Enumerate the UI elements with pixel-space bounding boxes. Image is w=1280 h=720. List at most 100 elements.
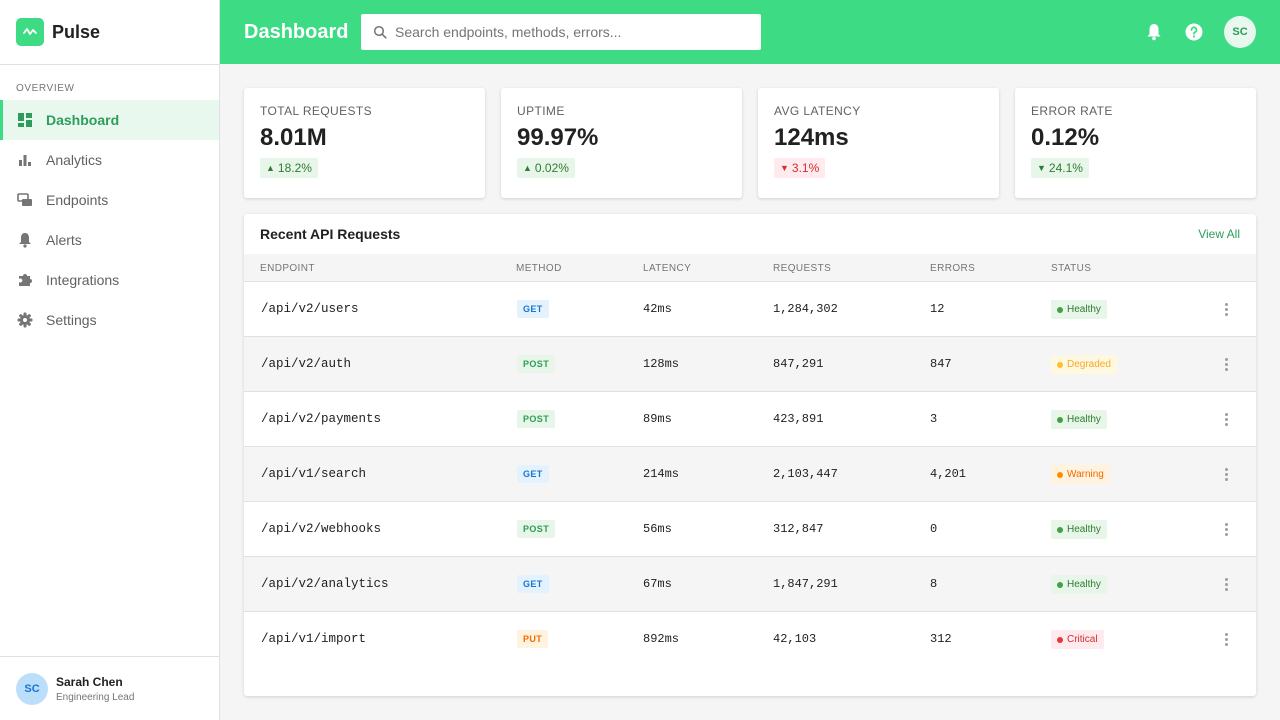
latency-cell: 56ms bbox=[643, 522, 672, 536]
requests-cell: 312,847 bbox=[773, 522, 824, 536]
stat-label: UPTIME bbox=[517, 104, 565, 118]
status-label: Healthy bbox=[1067, 414, 1101, 425]
row-more-menu-icon[interactable] bbox=[1218, 630, 1234, 648]
status-dot-icon bbox=[1057, 581, 1063, 588]
row-more-menu-icon[interactable] bbox=[1218, 520, 1234, 538]
latency-cell: 42ms bbox=[643, 302, 672, 316]
search-icon bbox=[373, 25, 387, 39]
stat-value: 0.12% bbox=[1031, 124, 1100, 151]
requests-cell: 1,847,291 bbox=[773, 577, 838, 591]
column-header-method[interactable]: METHOD bbox=[516, 263, 562, 274]
recent-requests-table: Recent API Requests View All ENDPOINT ME… bbox=[244, 214, 1256, 696]
column-header-requests[interactable]: REQUESTS bbox=[773, 263, 832, 274]
sidebar-item-label: Integrations bbox=[46, 272, 120, 288]
stat-change-value: 3.1% bbox=[791, 161, 820, 175]
search-input[interactable] bbox=[395, 24, 735, 40]
status-badge: Healthy bbox=[1051, 410, 1107, 429]
sidebar-item-analytics[interactable]: Analytics bbox=[0, 140, 219, 180]
status-label: Healthy bbox=[1067, 304, 1101, 315]
table-row[interactable]: /api/v2/auth POST 128ms 847,291 847 Degr… bbox=[244, 337, 1256, 392]
user-info: Sarah Chen Engineering Lead bbox=[56, 675, 134, 703]
latency-cell: 89ms bbox=[643, 412, 672, 426]
table-row[interactable]: /api/v2/webhooks POST 56ms 312,847 0 Hea… bbox=[244, 502, 1256, 557]
notifications-bell-icon[interactable] bbox=[1144, 22, 1164, 42]
table-row[interactable]: /api/v1/import PUT 892ms 42,103 312 Crit… bbox=[244, 612, 1256, 667]
stat-card-uptime: UPTIME 99.97% ▲ 0.02% bbox=[501, 88, 742, 198]
sidebar-item-settings[interactable]: Settings bbox=[0, 300, 219, 340]
row-more-menu-icon[interactable] bbox=[1218, 465, 1234, 483]
row-more-menu-icon[interactable] bbox=[1218, 410, 1234, 428]
column-header-endpoint[interactable]: ENDPOINT bbox=[260, 263, 315, 274]
row-more-menu-icon[interactable] bbox=[1218, 575, 1234, 593]
table-row[interactable]: /api/v2/analytics GET 67ms 1,847,291 8 H… bbox=[244, 557, 1256, 612]
method-badge: POST bbox=[517, 520, 556, 538]
user-profile[interactable]: SC Sarah Chen Engineering Lead bbox=[0, 656, 219, 720]
search-box[interactable] bbox=[361, 14, 761, 50]
table-row[interactable]: /api/v2/users GET 42ms 1,284,302 12 Heal… bbox=[244, 282, 1256, 337]
nav-section-label: OVERVIEW bbox=[16, 83, 75, 94]
sidebar-item-endpoints[interactable]: Endpoints bbox=[0, 180, 219, 220]
arrow-up-icon: ▲ bbox=[523, 163, 532, 173]
errors-cell: 3 bbox=[930, 412, 938, 426]
column-header-latency[interactable]: LATENCY bbox=[643, 263, 692, 274]
stat-label: ERROR RATE bbox=[1031, 104, 1113, 118]
errors-cell: 8 bbox=[930, 577, 938, 591]
user-name: Sarah Chen bbox=[56, 674, 123, 689]
page-title: Dashboard bbox=[244, 20, 349, 43]
endpoint-cell: /api/v1/search bbox=[261, 467, 367, 481]
sidebar: Pulse OVERVIEW Dashboard Analytics Endpo… bbox=[0, 0, 220, 720]
method-badge: GET bbox=[517, 300, 549, 318]
bar-chart-icon bbox=[16, 151, 34, 169]
status-badge: Critical bbox=[1051, 630, 1104, 649]
column-header-errors[interactable]: ERRORS bbox=[930, 263, 976, 274]
errors-cell: 847 bbox=[930, 357, 952, 371]
endpoints-icon bbox=[16, 191, 34, 209]
errors-cell: 312 bbox=[930, 632, 952, 646]
status-label: Healthy bbox=[1067, 524, 1101, 535]
pulse-logo-icon bbox=[16, 18, 44, 46]
status-label: Critical bbox=[1067, 634, 1098, 645]
status-dot-icon bbox=[1057, 361, 1063, 368]
stat-value: 8.01M bbox=[260, 124, 327, 151]
stat-change-badge: ▲ 0.02% bbox=[517, 158, 575, 178]
status-label: Warning bbox=[1067, 469, 1104, 480]
stat-card-avg-latency: AVG LATENCY 124ms ▼ 3.1% bbox=[758, 88, 999, 198]
view-all-link[interactable]: View All bbox=[1198, 227, 1240, 241]
row-more-menu-icon[interactable] bbox=[1218, 300, 1234, 318]
sidebar-item-dashboard[interactable]: Dashboard bbox=[0, 100, 219, 140]
errors-cell: 12 bbox=[930, 302, 945, 316]
column-header-status[interactable]: STATUS bbox=[1051, 263, 1092, 274]
stat-label: AVG LATENCY bbox=[774, 104, 861, 118]
stat-value: 99.97% bbox=[517, 124, 599, 151]
status-dot-icon bbox=[1057, 471, 1063, 478]
help-icon[interactable] bbox=[1184, 22, 1204, 42]
stat-card-error-rate: ERROR RATE 0.12% ▼ 24.1% bbox=[1015, 88, 1256, 198]
table-row[interactable]: /api/v2/payments POST 89ms 423,891 3 Hea… bbox=[244, 392, 1256, 447]
endpoint-cell: /api/v2/users bbox=[261, 302, 359, 316]
arrow-down-icon: ▼ bbox=[780, 163, 789, 173]
stat-change-badge: ▼ 3.1% bbox=[774, 158, 826, 178]
table-row[interactable]: /api/v1/search GET 214ms 2,103,447 4,201… bbox=[244, 447, 1256, 502]
stat-change-badge: ▼ 24.1% bbox=[1031, 158, 1089, 178]
avatar: SC bbox=[16, 672, 48, 705]
sidebar-item-integrations[interactable]: Integrations bbox=[0, 260, 219, 300]
top-bar: Dashboard SC bbox=[220, 0, 1280, 64]
row-more-menu-icon[interactable] bbox=[1218, 355, 1234, 373]
stat-change-value: 0.02% bbox=[534, 161, 569, 175]
requests-cell: 42,103 bbox=[773, 632, 817, 646]
endpoint-cell: /api/v2/payments bbox=[261, 412, 382, 426]
stat-change-value: 24.1% bbox=[1048, 161, 1083, 175]
sidebar-item-alerts[interactable]: Alerts bbox=[0, 220, 219, 260]
method-badge: GET bbox=[517, 465, 549, 483]
bell-icon bbox=[16, 231, 34, 249]
method-badge: POST bbox=[517, 355, 556, 373]
status-dot-icon bbox=[1057, 416, 1063, 423]
brand[interactable]: Pulse bbox=[0, 0, 219, 65]
table-column-headers: ENDPOINT METHOD LATENCY REQUESTS ERRORS … bbox=[244, 254, 1256, 282]
latency-cell: 214ms bbox=[643, 467, 680, 481]
sidebar-item-label: Dashboard bbox=[46, 112, 120, 128]
latency-cell: 892ms bbox=[643, 632, 680, 646]
endpoint-cell: /api/v2/auth bbox=[261, 357, 352, 371]
requests-cell: 1,284,302 bbox=[773, 302, 838, 316]
header-avatar[interactable]: SC bbox=[1224, 16, 1256, 48]
